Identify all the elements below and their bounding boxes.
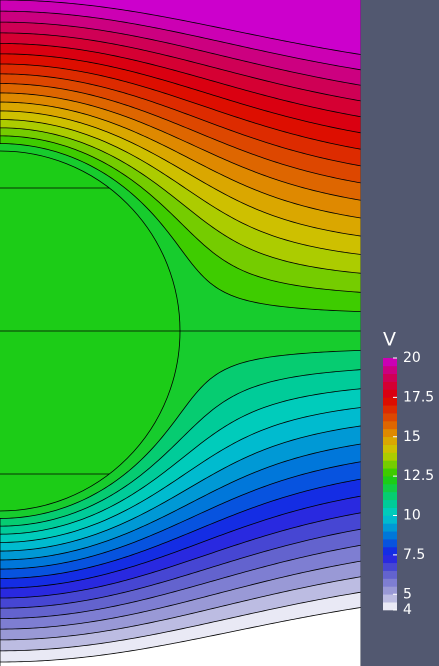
colorbar-swatch (383, 397, 397, 406)
colorbar-tick-label: 12.5 (403, 468, 434, 484)
colorbar-swatch (383, 421, 397, 430)
contour-band (0, 0, 361, 55)
colorbar-swatch (383, 515, 397, 524)
colorbar-swatch (383, 491, 397, 501)
colorbar-swatch (383, 562, 397, 571)
colorbar-title: V (383, 329, 396, 351)
colorbar-swatch (383, 389, 397, 398)
colorbar-swatch (383, 373, 397, 382)
colorbar-swatch (383, 547, 397, 556)
contour-plot (0, 0, 361, 666)
colorbar-swatch (383, 436, 397, 445)
colorbar-swatch (383, 602, 397, 611)
colorbar-tick-label: 5 (403, 586, 412, 602)
colorbar-swatch (383, 594, 397, 603)
colorbar-swatch (383, 452, 397, 461)
colorbar-tick-label: 4 (403, 602, 412, 618)
colorbar-swatch (383, 570, 397, 579)
colorbar-swatch (383, 507, 397, 516)
colorbar-swatch (383, 523, 397, 532)
colorbar-swatch (383, 554, 397, 564)
colorbar-tick-label: 10 (403, 508, 421, 524)
colorbar-swatch (383, 358, 397, 367)
colorbar-swatch (383, 444, 397, 453)
colorbar-swatch (383, 413, 397, 422)
colorbar-swatch (383, 405, 397, 414)
colorbar-swatch (383, 428, 397, 438)
colorbar-tick-label: 17.5 (403, 389, 434, 405)
colorbar-swatch (383, 499, 397, 508)
colorbar-swatch (383, 578, 397, 587)
colorbar-tick-label: 20 (403, 350, 421, 366)
colorbar-swatch (383, 468, 397, 477)
colorbar-tick-label: 7.5 (403, 547, 425, 563)
contour-band (0, 607, 361, 666)
colorbar-swatch (383, 586, 397, 595)
colorbar-swatch (383, 539, 397, 548)
colorbar-swatch (383, 531, 397, 540)
colorbar-swatch (383, 476, 397, 485)
colorbar: 45 7.5 10 12.5 15 17.5 20 (383, 350, 434, 618)
colorbar-swatch (383, 484, 397, 493)
colorbar-tick-label: 15 (403, 429, 421, 445)
colorbar-swatch (383, 381, 397, 390)
colorbar-swatch (383, 365, 397, 375)
colorbar-swatch (383, 460, 397, 469)
